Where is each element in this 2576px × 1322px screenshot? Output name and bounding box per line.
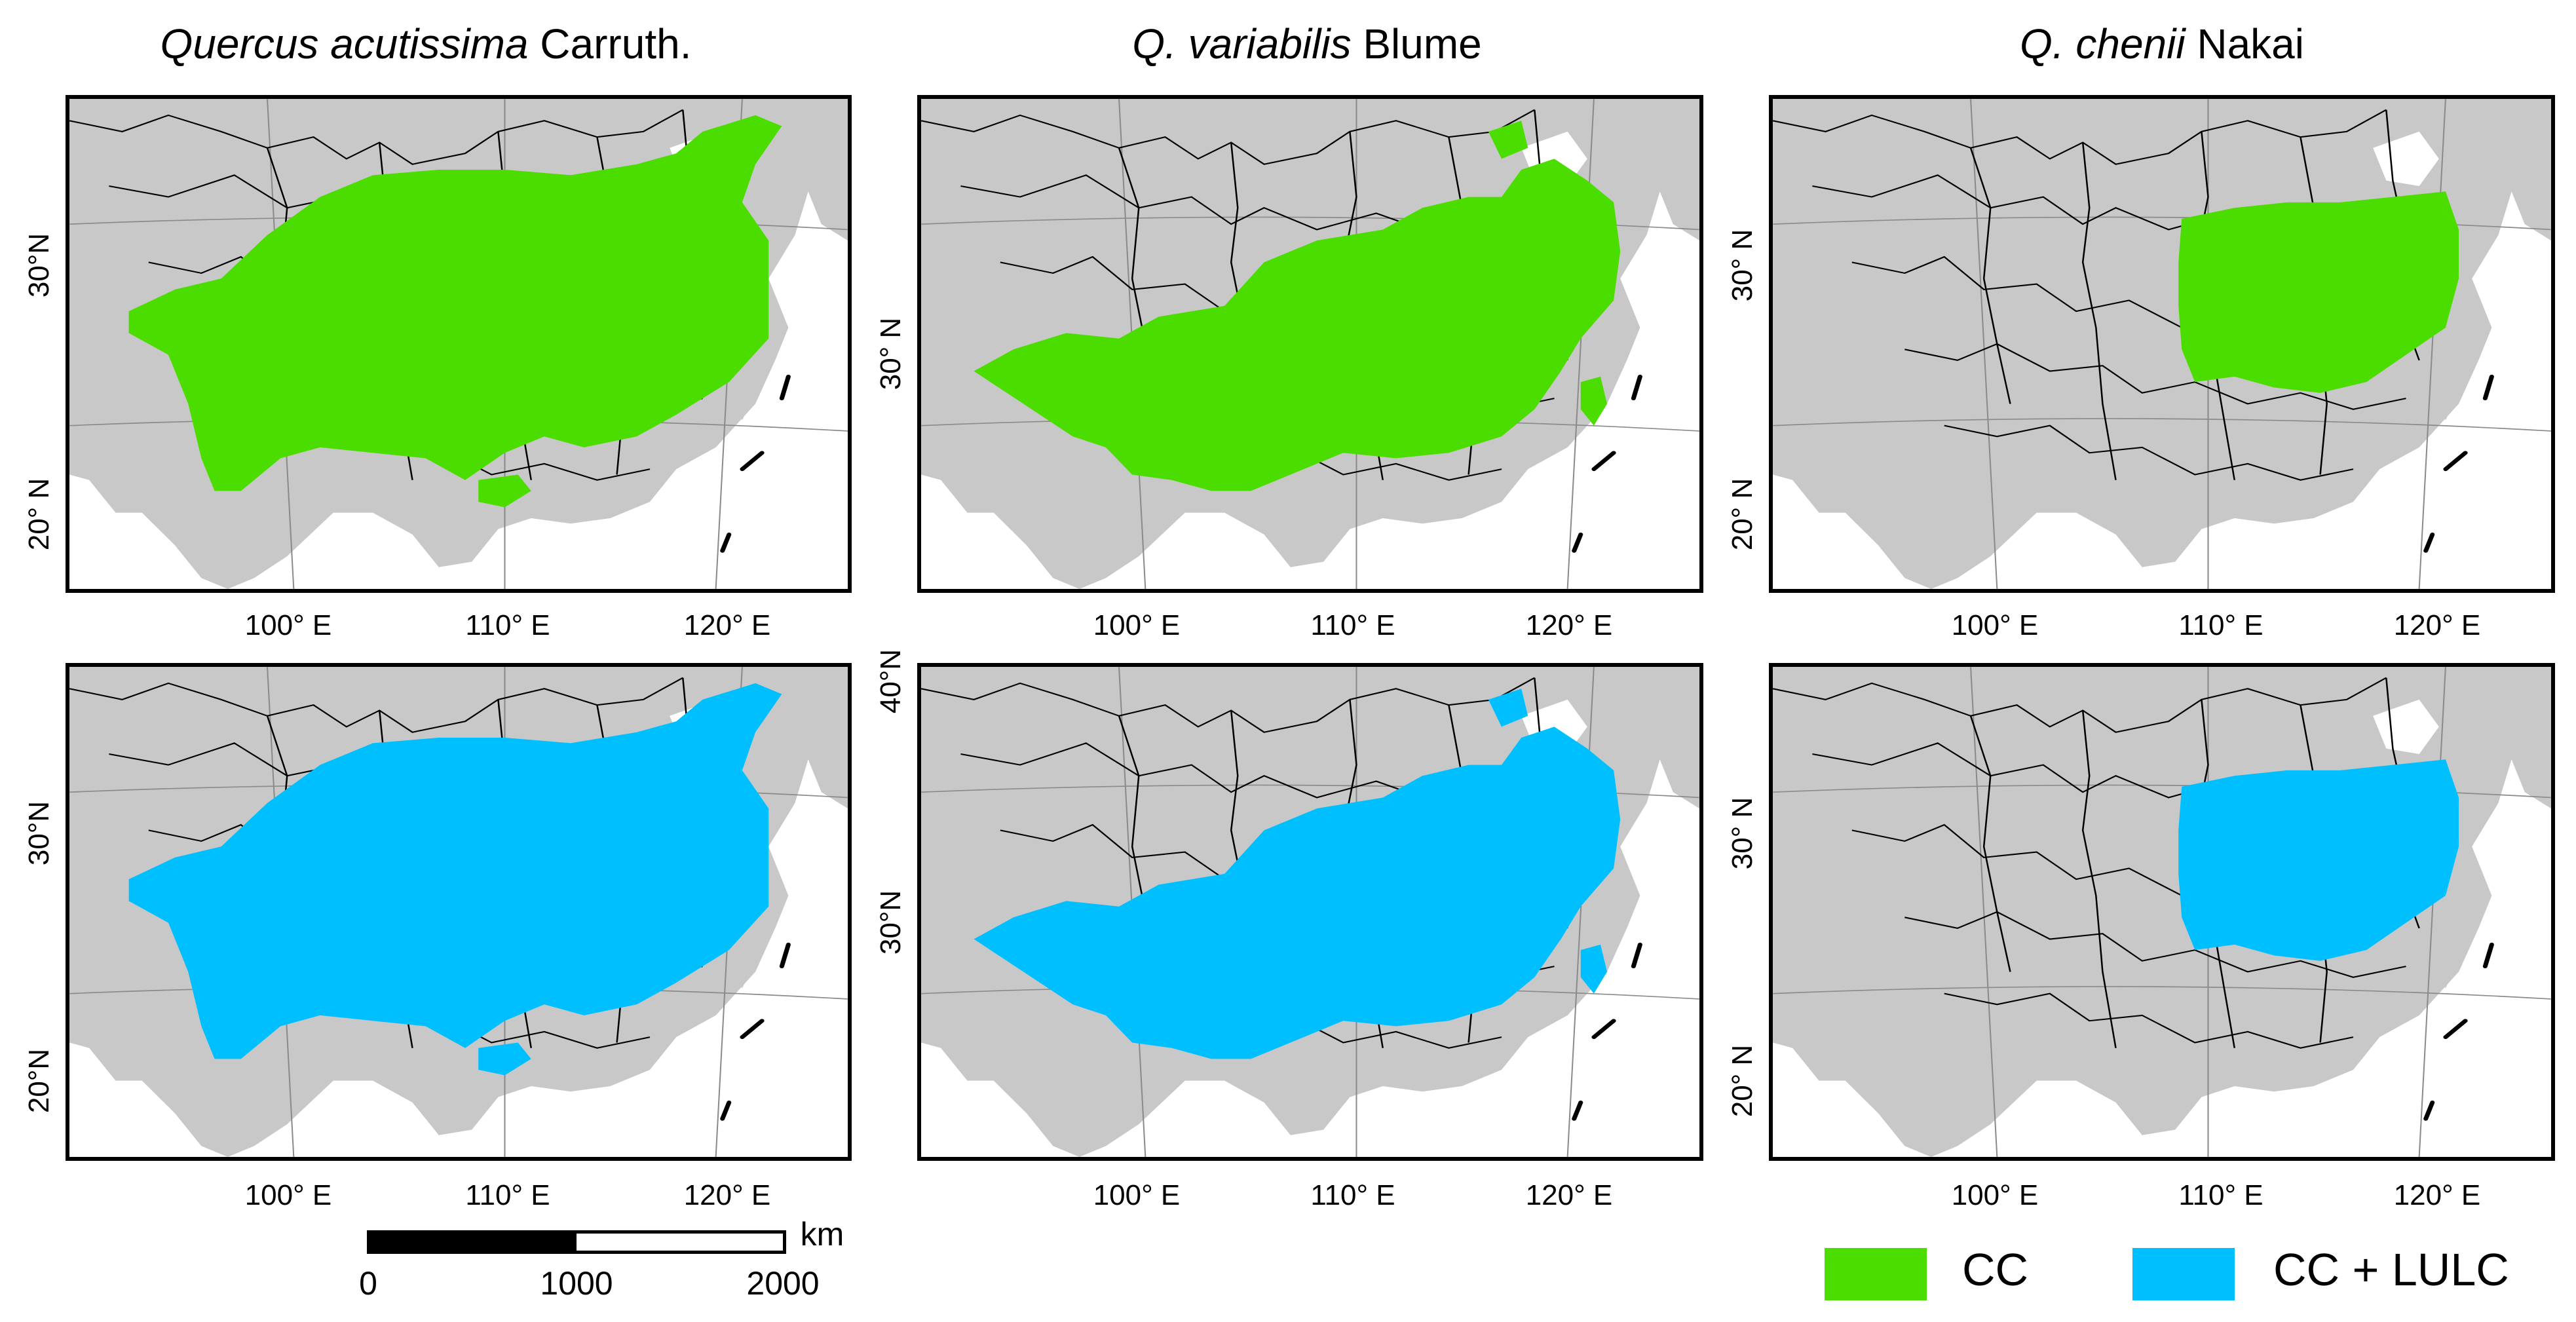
map-variabilis-cc-lulc: [917, 663, 1703, 1161]
xtick-120e: 120° E: [2393, 609, 2481, 641]
title-q-chenii: Q. chenii Nakai: [1769, 14, 2555, 73]
legend-swatch-cc: [1825, 1248, 1927, 1300]
ytick-30n: 30°N: [23, 801, 55, 866]
xtick-110e: 110° E: [465, 609, 550, 641]
ytick-30n: 30° N: [1726, 229, 1758, 302]
xtick-120e: 120° E: [683, 609, 771, 641]
xtick-100e: 100° E: [1951, 609, 2039, 641]
map-acutissima-cc: [66, 95, 852, 593]
xtick-100e: 100° E: [244, 1179, 332, 1211]
legend-label-cc-lulc: CC + LULC: [2273, 1244, 2509, 1295]
xtick-100e: 100° E: [1093, 609, 1181, 641]
scale-label-2000: 2000: [746, 1265, 820, 1302]
legend-swatch-cc-lulc: [2132, 1248, 2235, 1300]
map-chenii-cc-lulc: [1769, 663, 2555, 1161]
xtick-120e: 120° E: [1525, 1179, 1613, 1211]
scale-label-0: 0: [359, 1265, 377, 1302]
scale-unit: km: [800, 1216, 844, 1253]
xtick-110e: 110° E: [2178, 1179, 2263, 1211]
xtick-110e: 110° E: [1310, 609, 1395, 641]
ytick-30n: 30°N: [875, 890, 907, 955]
scale-label-1000: 1000: [540, 1265, 613, 1302]
map-acutissima-cc-lulc: [66, 663, 852, 1161]
xtick-110e: 110° E: [465, 1179, 550, 1211]
ytick-20n: 20°N: [23, 1048, 55, 1114]
xtick-110e: 110° E: [1310, 1179, 1395, 1211]
xtick-110e: 110° E: [2178, 609, 2263, 641]
map-chenii-cc: [1769, 95, 2555, 593]
legend-label-cc: CC: [1962, 1244, 2029, 1295]
scale-bar-fill: [370, 1234, 577, 1251]
xtick-100e: 100° E: [1093, 1179, 1181, 1211]
title-italic: Q. variabilis: [1132, 20, 1352, 67]
ytick-20n: 20° N: [23, 478, 55, 551]
title-q-acutissima: Quercus acutissima Carruth.: [66, 14, 786, 73]
title-author: Carruth.: [528, 20, 692, 67]
title-italic: Quercus acutissima: [160, 20, 529, 67]
ytick-20n: 20° N: [1726, 1044, 1758, 1118]
title-author: Nakai: [2185, 20, 2304, 67]
title-italic: Q. chenii: [2020, 20, 2186, 67]
xtick-120e: 120° E: [683, 1179, 771, 1211]
xtick-120e: 120° E: [2393, 1179, 2481, 1211]
ytick-30n: 30° N: [875, 317, 907, 390]
ytick-30n: 30° N: [1726, 797, 1758, 870]
map-variabilis-cc: [917, 95, 1703, 593]
ytick-40n: 40°N: [875, 649, 907, 714]
xtick-100e: 100° E: [1951, 1179, 2039, 1211]
ytick-20n: 20° N: [1726, 478, 1758, 551]
scale-bar: [367, 1230, 786, 1254]
title-author: Blume: [1351, 20, 1482, 67]
ytick-30n: 30°N: [23, 233, 55, 298]
xtick-120e: 120° E: [1525, 609, 1613, 641]
title-q-variabilis: Q. variabilis Blume: [914, 14, 1700, 73]
xtick-100e: 100° E: [244, 609, 332, 641]
